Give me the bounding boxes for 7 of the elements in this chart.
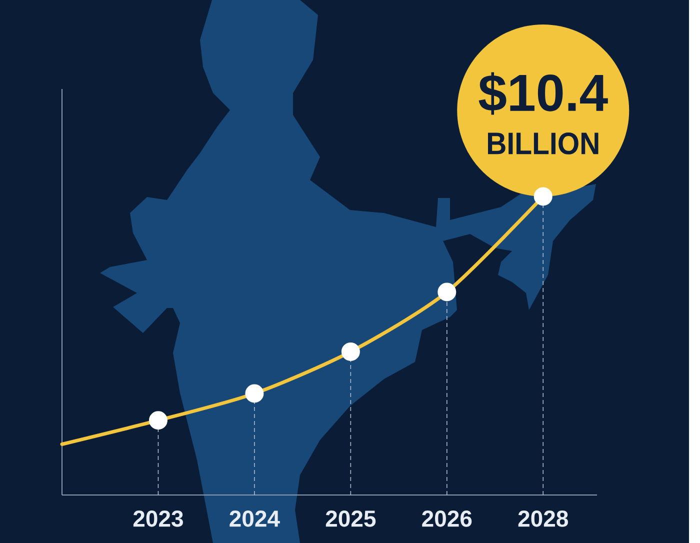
- x-tick-label: 2025: [326, 510, 376, 527]
- x-tick-label: 2024: [230, 510, 280, 527]
- x-tick-label: 2026: [422, 510, 472, 527]
- annotation: BILLION: [488, 132, 598, 154]
- x-tick-label: 2028: [518, 510, 568, 527]
- x-tick-label: 2023: [133, 510, 183, 527]
- annotation: $10.4: [478, 72, 608, 115]
